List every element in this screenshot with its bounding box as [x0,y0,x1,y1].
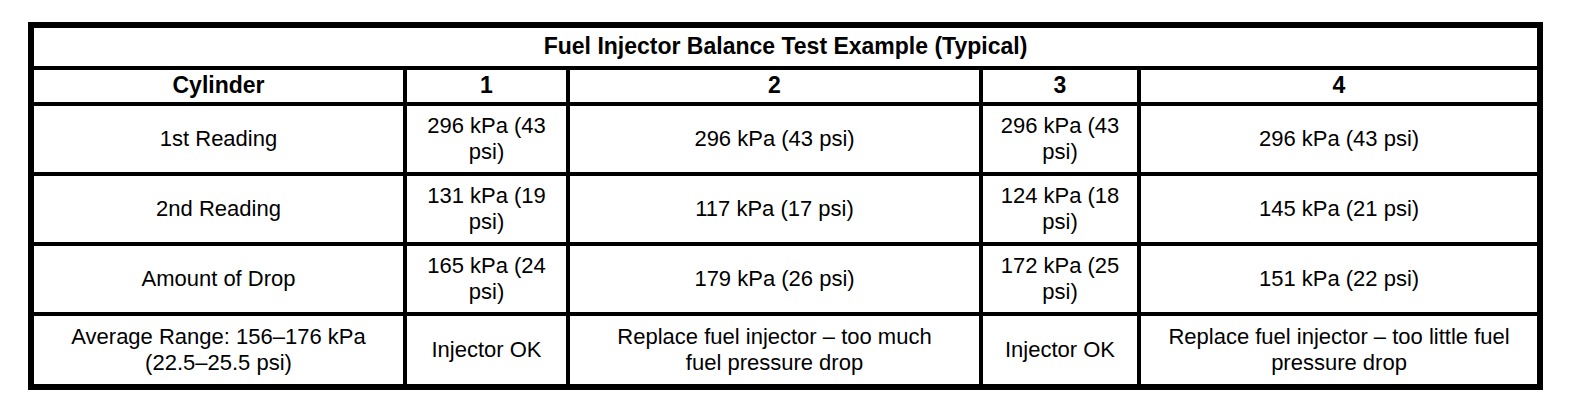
cell-2nd-reading-cyl1: 131 kPa (19 psi) [405,174,568,244]
cell-1st-reading-cyl3: 296 kPa (43 psi) [981,104,1139,174]
cell-1st-reading-cyl1: 296 kPa (43 psi) [405,104,568,174]
cell-1st-reading-cyl4: 296 kPa (43 psi) [1139,104,1540,174]
table-row-amount-of-drop: Amount of Drop 165 kPa (24 psi) 179 kPa … [31,244,1540,314]
row-label-amount-of-drop: Amount of Drop [31,244,405,314]
col-header-3: 3 [981,68,1139,104]
cell-verdict-cyl3: Injector OK [981,314,1139,387]
cell-verdict-cyl1: Injector OK [405,314,568,387]
col-header-cylinder: Cylinder [31,68,405,104]
cell-1st-reading-cyl2: 296 kPa (43 psi) [568,104,981,174]
table-title-row: Fuel Injector Balance Test Example (Typi… [31,25,1540,68]
cell-drop-cyl2: 179 kPa (26 psi) [568,244,981,314]
document-page: Fuel Injector Balance Test Example (Typi… [0,0,1584,408]
table-row-2nd-reading: 2nd Reading 131 kPa (19 psi) 117 kPa (17… [31,174,1540,244]
table-row-average-range: Average Range: 156–176 kPa (22.5–25.5 ps… [31,314,1540,387]
col-header-2: 2 [568,68,981,104]
cell-verdict-cyl2: Replace fuel injector – too much fuel pr… [568,314,981,387]
cell-2nd-reading-cyl3: 124 kPa (18 psi) [981,174,1139,244]
fuel-injector-balance-table: Fuel Injector Balance Test Example (Typi… [28,22,1543,390]
row-label-average-range: Average Range: 156–176 kPa (22.5–25.5 ps… [31,314,405,387]
cell-drop-cyl4: 151 kPa (22 psi) [1139,244,1540,314]
cell-drop-cyl3: 172 kPa (25 psi) [981,244,1139,314]
cell-drop-cyl1: 165 kPa (24 psi) [405,244,568,314]
cell-verdict-cyl4: Replace fuel injector – too little fuel … [1139,314,1540,387]
col-header-4: 4 [1139,68,1540,104]
col-header-1: 1 [405,68,568,104]
table-header-row: Cylinder 1 2 3 4 [31,68,1540,104]
cell-2nd-reading-cyl4: 145 kPa (21 psi) [1139,174,1540,244]
row-label-1st-reading: 1st Reading [31,104,405,174]
table-title: Fuel Injector Balance Test Example (Typi… [31,25,1540,68]
cell-2nd-reading-cyl2: 117 kPa (17 psi) [568,174,981,244]
row-label-2nd-reading: 2nd Reading [31,174,405,244]
table-row-1st-reading: 1st Reading 296 kPa (43 psi) 296 kPa (43… [31,104,1540,174]
